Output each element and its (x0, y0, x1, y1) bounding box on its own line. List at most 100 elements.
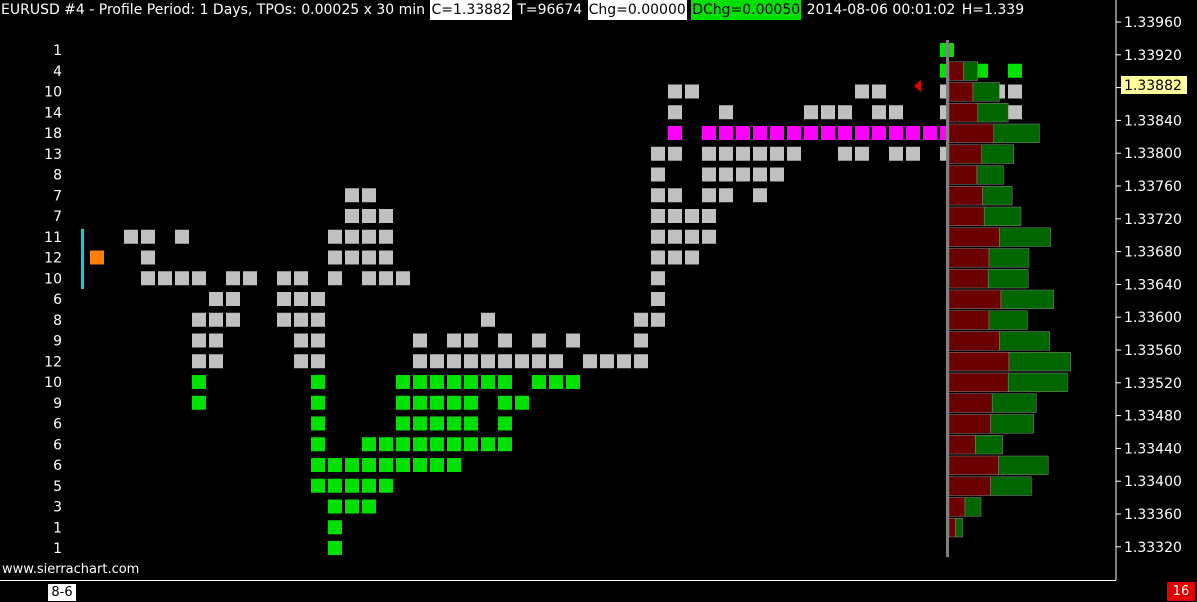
tpo-block (668, 188, 682, 203)
tpo-block (430, 395, 444, 410)
watermark: www.sierrachart.com (2, 562, 140, 577)
tpo-count-label: 10 (44, 375, 62, 391)
volume-down-bar (948, 61, 964, 81)
tpo-block (158, 271, 172, 286)
tpo-block (447, 416, 461, 431)
volume-up-bar (988, 310, 1028, 330)
tpo-block (362, 437, 376, 452)
tpo-block (226, 271, 240, 286)
tpo-block (379, 229, 393, 244)
tpo-block (668, 126, 682, 140)
tpo-block (226, 292, 240, 306)
tpo-block (753, 188, 767, 203)
tpo-block (685, 229, 699, 244)
volume-up-bar (993, 123, 1040, 143)
volume-down-bar (948, 352, 1010, 372)
tpo-count-label: 9 (53, 334, 62, 350)
price-tick-label: 1.33760 (1124, 179, 1182, 195)
tpo-block (685, 209, 699, 223)
tpo-block (600, 354, 614, 369)
price-tick-label: 1.33520 (1124, 376, 1182, 392)
volume-up-bar (999, 227, 1051, 247)
price-axis: 1.339601.339201.338801.338401.338001.337… (1115, 0, 1187, 580)
tpo-block (481, 375, 495, 389)
counter-badge: 16 (1167, 582, 1195, 601)
tpo-block (362, 499, 376, 514)
tpo-block (464, 333, 478, 348)
tpo-block (141, 250, 155, 265)
tpo-block (702, 209, 716, 223)
volume-down-bar (948, 186, 983, 206)
tpo-block (362, 209, 376, 223)
tpo-block (362, 250, 376, 265)
tpo-block (1008, 84, 1022, 99)
tpo-block (209, 333, 223, 348)
tpo-block (617, 354, 631, 369)
tpo-block (753, 167, 767, 182)
tpo-block (651, 271, 665, 286)
volume-up-bar (998, 455, 1049, 475)
tpo-block (294, 271, 308, 286)
tpo-block (906, 146, 920, 161)
volume-up-bar (964, 497, 982, 517)
tpo-block (328, 458, 342, 472)
volume-down-bar (948, 82, 974, 102)
tpo-block (753, 146, 767, 161)
tpo-block (702, 167, 716, 182)
tpo-block (226, 312, 240, 327)
tpo-count-label: 6 (53, 292, 62, 308)
tpo-block (430, 375, 444, 389)
tpo-block (413, 437, 427, 452)
tpo-block (345, 250, 359, 265)
tpo-count-label: 4 (53, 64, 62, 80)
tpo-block (481, 354, 495, 369)
tpo-count-label: 8 (53, 313, 62, 329)
tpo-block (413, 395, 427, 410)
tpo-count-label: 6 (53, 458, 62, 474)
tpo-count-label: 18 (44, 126, 62, 142)
tpo-block (651, 209, 665, 223)
tpo-block (209, 354, 223, 369)
tpo-block (719, 188, 733, 203)
volume-up-bar (975, 435, 1003, 455)
tpo-block (634, 312, 648, 327)
volume-down-bar (948, 206, 985, 226)
volume-up-bar (955, 518, 963, 538)
tpo-block (362, 229, 376, 244)
tpo-block (362, 478, 376, 493)
volume-down-bar (948, 227, 1000, 247)
tpo-block (379, 458, 393, 472)
tpo-block (532, 354, 546, 369)
tpo-block (787, 126, 801, 140)
price-tick-label: 1.33680 (1124, 245, 1182, 261)
tpo-block (447, 333, 461, 348)
price-tick-label: 1.33720 (1124, 212, 1182, 228)
tpo-block (447, 354, 461, 369)
tpo-block (668, 146, 682, 161)
tpo-block (209, 312, 223, 327)
tpo-count-label: 10 (44, 85, 62, 101)
tpo-block (311, 416, 325, 431)
tpo-block (328, 229, 342, 244)
chart-header: EURUSD #4 - Profile Period: 1 Days, TPOs… (0, 0, 1116, 22)
price-tick-label: 1.33640 (1124, 277, 1182, 293)
volume-down-bar (948, 289, 1002, 309)
tpo-block (1008, 63, 1022, 78)
volume-down-bar (948, 497, 966, 517)
tpo-count-label: 9 (53, 396, 62, 412)
date-tab[interactable]: 8-6 (48, 584, 76, 601)
price-tick-label: 1.33600 (1124, 310, 1182, 326)
tpo-block (481, 437, 495, 452)
tpo-block (872, 105, 886, 120)
tpo-block (430, 416, 444, 431)
volume-down-bar (948, 393, 993, 413)
tpo-block (447, 458, 461, 472)
tpo-block (379, 271, 393, 286)
tpo-block (345, 188, 359, 203)
tpo-block (651, 250, 665, 265)
price-tick-label: 1.33800 (1124, 146, 1182, 162)
tpo-block (396, 395, 410, 410)
tpo-block (906, 126, 920, 140)
tpo-block (1008, 105, 1022, 120)
